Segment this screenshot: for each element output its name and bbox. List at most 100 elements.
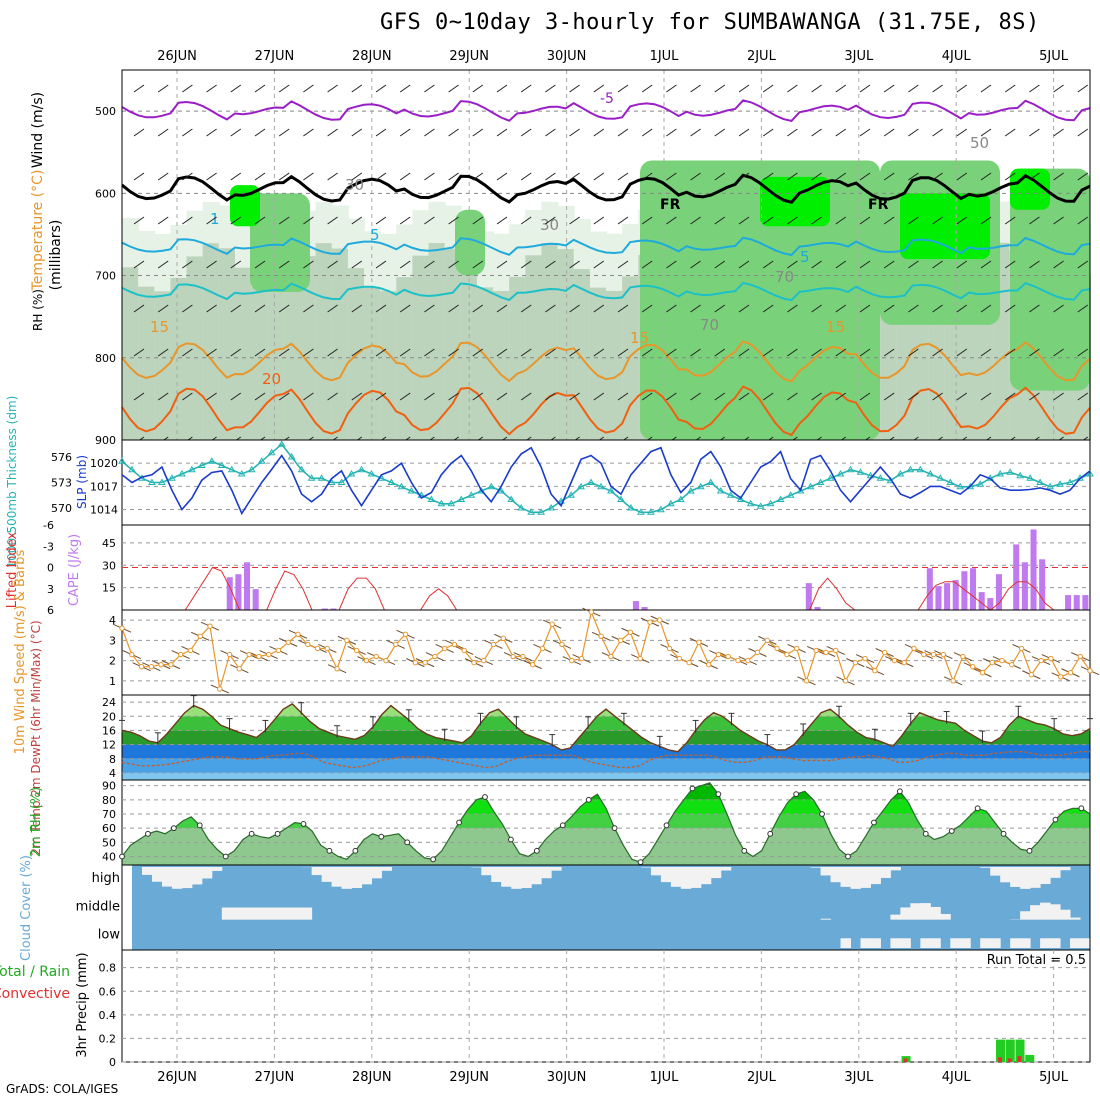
rh-point xyxy=(922,830,929,837)
precip-conv-bar xyxy=(1017,1056,1022,1062)
wind-barb xyxy=(133,128,145,137)
cloud-mid-bar xyxy=(890,914,901,920)
thickness-line-marker xyxy=(427,495,436,502)
wind-barb xyxy=(714,84,726,93)
wind-barb xyxy=(182,260,193,269)
wind-barb xyxy=(932,172,943,181)
temp-axis-label: 2m Temp 2m DewPt (6hr Min/Max) (°C) xyxy=(29,620,43,855)
wind-barb xyxy=(908,216,919,225)
cloud-mid-bar xyxy=(251,907,263,920)
wind-barb xyxy=(375,172,387,181)
wind-barb xyxy=(1053,84,1064,93)
thickness-line-marker xyxy=(297,465,306,473)
wind-barb xyxy=(738,128,750,137)
wind-barb xyxy=(472,348,484,357)
wind-speed-point xyxy=(422,659,428,666)
wind-barb xyxy=(157,216,169,225)
rh-point xyxy=(352,847,359,854)
wind-speed-point xyxy=(265,651,272,658)
wind-barb xyxy=(399,392,411,401)
date-label-bottom: 29JUN xyxy=(449,1070,489,1085)
rh-fill xyxy=(122,782,1090,865)
cape-bar xyxy=(978,592,985,610)
cloud-high-bar xyxy=(1030,867,1041,888)
wind-speed-point xyxy=(119,625,125,631)
wind-barb xyxy=(666,84,677,93)
cloud-mid-bar xyxy=(281,907,293,920)
rh-band-mid xyxy=(218,248,236,440)
thickness-line-marker xyxy=(267,448,276,456)
cape-bar xyxy=(987,598,994,610)
wind-speed-point xyxy=(402,631,409,637)
wind-barb xyxy=(617,260,629,269)
wind-speed-point xyxy=(881,649,888,656)
wind-barb xyxy=(520,260,532,269)
wind-barb xyxy=(399,304,411,313)
thickness-line-marker xyxy=(407,487,416,494)
date-label-bottom: 2JUL xyxy=(747,1070,777,1085)
rh-point xyxy=(663,822,670,829)
cloud-mid-bar xyxy=(940,913,951,920)
wind-speed-point xyxy=(510,653,516,660)
wind-barb xyxy=(327,84,338,93)
contour-label: FR xyxy=(660,197,681,213)
wind-barb xyxy=(569,172,580,181)
wind-barb xyxy=(230,172,242,181)
rh-point xyxy=(145,830,151,837)
rh-point xyxy=(482,794,488,800)
wind-barb xyxy=(448,392,459,401)
wind-barb xyxy=(157,260,169,269)
wind-barb xyxy=(690,348,701,357)
contour-label: 15 xyxy=(630,329,649,347)
wind-barb xyxy=(182,216,193,225)
cloud-high-bar xyxy=(321,867,333,882)
wind-speed-point xyxy=(129,651,135,658)
rh-point xyxy=(404,839,411,846)
cloud-high-bar xyxy=(990,867,1001,876)
precip-tick: 0.2 xyxy=(99,1032,117,1045)
cloud-mid-bar xyxy=(1060,909,1071,920)
wind-barb xyxy=(883,348,895,357)
cloud-high-bar xyxy=(870,867,881,885)
wind-barb xyxy=(278,84,290,93)
cloud-high-bar xyxy=(381,867,392,871)
rh-band-bright xyxy=(900,193,990,260)
wind-speed-point xyxy=(705,661,712,668)
lifted-tick: -3 xyxy=(43,540,54,553)
wind-barb xyxy=(278,172,290,181)
wind-barb xyxy=(351,84,363,93)
rh-point xyxy=(170,825,177,832)
cape-bar xyxy=(995,574,1002,610)
rh-tick: 70 xyxy=(102,808,116,821)
wind-barb xyxy=(666,304,677,313)
wind-speed-point xyxy=(441,645,448,652)
date-label-top: 4JUL xyxy=(942,49,972,64)
thickness-line-marker xyxy=(637,508,645,515)
thickness-line-marker xyxy=(806,482,815,490)
thickness-line-marker xyxy=(457,495,466,502)
rh-band-mid xyxy=(412,255,430,440)
rh-tick: 40 xyxy=(102,851,116,864)
date-label-top: 1JUL xyxy=(650,49,680,64)
cape-bar xyxy=(1082,595,1089,610)
precip-frame xyxy=(121,949,1091,1063)
wind-speed-point xyxy=(578,655,585,662)
cloud-high-bar xyxy=(860,867,871,888)
wind-barb xyxy=(787,128,798,137)
rh-band-mid xyxy=(509,276,527,440)
wind-barb xyxy=(448,84,459,93)
precip-tick: 0.8 xyxy=(99,962,117,975)
cloud-high-bar xyxy=(720,867,732,871)
thickness-line-marker xyxy=(1056,480,1064,487)
wind-barb xyxy=(545,392,556,401)
y-tick-label: 800 xyxy=(95,352,116,365)
wind-barb xyxy=(617,392,629,401)
wind-barb xyxy=(278,304,290,313)
date-label-top: 28JUN xyxy=(352,49,392,64)
wind-barb xyxy=(714,392,726,401)
wind-barb xyxy=(254,392,266,401)
cape-bar xyxy=(252,589,259,610)
wind-barb xyxy=(254,216,266,225)
thickness-line-marker xyxy=(906,465,915,473)
wind-barb xyxy=(883,216,895,225)
